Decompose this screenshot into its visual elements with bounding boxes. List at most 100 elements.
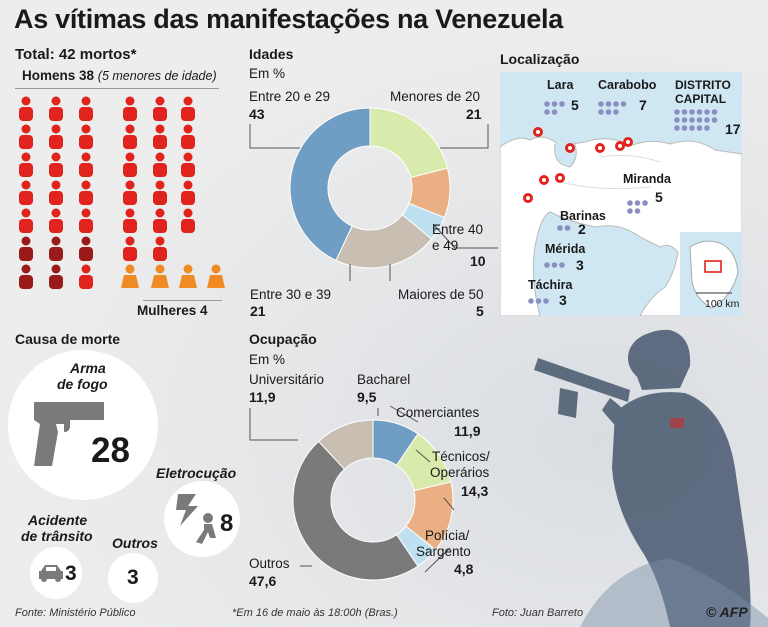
man-figure: [49, 124, 63, 149]
minor-figure: [19, 236, 33, 261]
occupation-donut: [249, 405, 455, 581]
afp-logo: © AFP: [706, 604, 748, 620]
victim-dot: [613, 109, 619, 115]
gun-label-2: de fogo: [57, 376, 108, 392]
man-figure: [123, 180, 137, 205]
occupation-unit: Em %: [249, 352, 286, 367]
accident-label-1: Acidente: [28, 512, 88, 528]
victim-dot: [613, 101, 619, 107]
victims-pictogram: [19, 96, 225, 289]
other-circle: [108, 553, 158, 603]
victim-dot: [681, 125, 688, 131]
ages-donut: [249, 107, 498, 281]
accident-label-2: de trânsito: [21, 528, 93, 544]
victim-dot: [674, 125, 680, 131]
location-heading: Localização: [500, 51, 580, 67]
victim-dot: [543, 298, 549, 304]
man-figure: [79, 208, 93, 233]
event-marker: [533, 127, 543, 137]
woman-figure: [207, 264, 225, 288]
man-figure: [153, 180, 167, 205]
man-figure: [19, 124, 33, 149]
man-figure: [123, 208, 137, 233]
victim-dot: [598, 109, 604, 115]
victim-dot: [559, 262, 565, 268]
man-figure: [49, 208, 63, 233]
leader-line: [415, 449, 431, 463]
scale-label: 100 km: [705, 298, 740, 310]
other-cause-value: 3: [127, 566, 139, 589]
occ-label-com: Comerciantes: [396, 405, 480, 420]
victim-dot: [544, 262, 550, 268]
victim-dot: [704, 117, 710, 123]
barinas-label: Barinas: [560, 209, 606, 223]
event-marker: [523, 193, 533, 203]
victim-dot: [696, 109, 703, 115]
man-figure: [79, 124, 93, 149]
victim-dot: [704, 125, 710, 131]
ages-label-30-39: Entre 30 e 39: [250, 287, 332, 302]
photo-credit: Foto: Juan Barreto: [492, 607, 584, 619]
electrocution-icon: [176, 494, 216, 544]
victim-dot: [689, 109, 695, 115]
man-figure: [19, 180, 33, 205]
ages-label-under20: Menores de 20: [390, 89, 481, 104]
gun-icon: [34, 402, 104, 466]
dc-label-2: CAPITAL: [675, 92, 727, 106]
victim-dot: [535, 298, 542, 304]
man-figure: [49, 152, 63, 177]
event-marker: [565, 143, 575, 153]
victim-dot: [627, 208, 633, 214]
occ-label-pol-1: Polícia/: [425, 528, 470, 543]
ages-unit: Em %: [249, 66, 286, 81]
lara-label: Lara: [547, 78, 574, 92]
victim-dot: [674, 109, 680, 115]
occ-label-tec-1: Técnicos/: [432, 449, 490, 464]
page-title: As vítimas das manifestações na Venezuel…: [14, 4, 563, 34]
men-label: Homens 38: [22, 68, 95, 83]
leader-line: [249, 408, 298, 441]
ages-value-under20: 21: [466, 106, 482, 122]
lara-value: 5: [571, 97, 579, 113]
man-figure: [79, 152, 93, 177]
time-note: *Em 16 de maio às 18:00h (Bras.): [232, 607, 398, 619]
men-note: (5 menores de idade): [97, 69, 217, 83]
ages-label-20-29: Entre 20 e 29: [249, 89, 331, 104]
ages-value-30-39: 21: [250, 303, 266, 319]
woman-figure: [151, 264, 169, 288]
gun-circle: [8, 350, 158, 500]
occ-label-tec-2: Operários: [430, 465, 490, 480]
occ-value-tec: 14,3: [461, 483, 489, 499]
victim-dot: [544, 101, 550, 107]
event-marker: [539, 175, 549, 185]
man-figure: [79, 264, 93, 289]
leader-line: [389, 405, 419, 423]
occ-label-univ: Universitário: [249, 372, 325, 387]
accident-value: 3: [65, 562, 77, 585]
electro-label: Eletrocução: [156, 465, 237, 481]
leader-line: [440, 124, 489, 149]
man-figure: [153, 124, 167, 149]
victim-dot: [627, 200, 633, 206]
victim-dot: [689, 125, 695, 131]
women-rule: [143, 300, 222, 301]
occ-value-bach: 9,5: [357, 389, 377, 405]
man-figure: [79, 96, 93, 121]
miranda-label: Miranda: [623, 172, 671, 186]
minor-figure: [19, 264, 33, 289]
event-marker: [555, 173, 565, 183]
victim-dot: [598, 101, 604, 107]
victim-dot: [704, 109, 710, 115]
man-figure: [19, 208, 33, 233]
occ-value-outros: 47,6: [249, 573, 277, 589]
victim-dot: [634, 200, 641, 206]
ages-heading: Idades: [249, 46, 294, 62]
gun-value: 28: [91, 431, 130, 470]
merida-label: Mérida: [545, 242, 586, 256]
occ-label-bach: Bacharel: [357, 372, 411, 387]
victim-dot: [711, 109, 718, 115]
victim-dot: [605, 101, 612, 107]
man-figure: [181, 152, 195, 177]
victim-dot: [605, 109, 612, 115]
woman-figure: [179, 264, 197, 288]
